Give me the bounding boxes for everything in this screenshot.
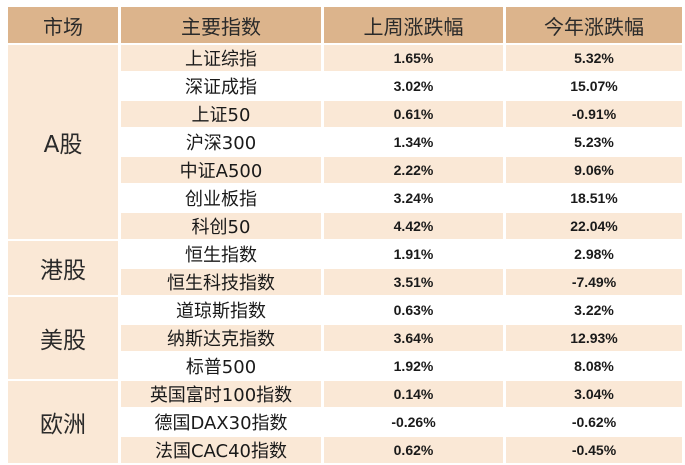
ytd-change-cell: -0.45%: [506, 437, 682, 463]
table-body: A股 上证综指 1.65% 5.32% 深证成指 3.02% 15.07% 上证50 0.61%…: [8, 45, 682, 463]
market-cell: A股: [8, 45, 118, 239]
ytd-change-cell: 12.93%: [506, 325, 682, 351]
week-change-cell: 0.14%: [324, 381, 503, 407]
table-row: 美股 道琼斯指数 0.63% 3.22%: [8, 297, 682, 379]
week-change-cell: 0.63%: [324, 297, 503, 323]
week-change-cell: 4.42%: [324, 213, 503, 239]
week-change-cell: 2.22%: [324, 157, 503, 183]
index-name-cell: 创业板指: [121, 185, 321, 211]
index-performance-table: 市场 主要指数 上周涨跌幅 今年涨跌幅 A股 上证综指 1.65% 5.32% 深证成指…: [5, 5, 685, 465]
table-header: 市场 主要指数 上周涨跌幅 今年涨跌幅: [8, 7, 682, 43]
table-row: 上证50 0.61% -0.91%: [8, 101, 682, 127]
table-row: 标普500 1.92% 8.08%: [8, 353, 682, 379]
index-name-cell: 纳斯达克指数: [121, 325, 321, 351]
index-name-cell: 中证A500: [121, 157, 321, 183]
market-cell: 港股: [8, 241, 118, 295]
week-change-cell: 3.64%: [324, 325, 503, 351]
week-change-cell: 3.24%: [324, 185, 503, 211]
table-row: 德国DAX30指数 -0.26% -0.62%: [8, 409, 682, 435]
week-change-cell: 3.51%: [324, 269, 503, 295]
table-row: 港股 恒生指数 1.91% 2.98%: [8, 241, 682, 295]
header-row: 市场 主要指数 上周涨跌幅 今年涨跌幅: [8, 7, 682, 43]
week-change-cell: 0.61%: [324, 101, 503, 127]
week-change-cell: 0.62%: [324, 437, 503, 463]
ytd-change-cell: 22.04%: [506, 213, 682, 239]
header-index: 主要指数: [121, 7, 321, 43]
table-row: 中证A500 2.22% 9.06%: [8, 157, 682, 183]
ytd-change-cell: 5.23%: [506, 129, 682, 155]
ytd-change-cell: -0.91%: [506, 101, 682, 127]
ytd-change-cell: -0.62%: [506, 409, 682, 435]
index-name-cell: 德国DAX30指数: [121, 409, 321, 435]
ytd-change-cell: 3.22%: [506, 297, 682, 323]
market-cell: 美股: [8, 297, 118, 379]
week-change-cell: 1.92%: [324, 353, 503, 379]
ytd-change-cell: 9.06%: [506, 157, 682, 183]
market-cell: 欧洲: [8, 381, 118, 463]
ytd-change-cell: 2.98%: [506, 241, 682, 267]
index-name-cell: 上证50: [121, 101, 321, 127]
table-row: 深证成指 3.02% 15.07%: [8, 73, 682, 99]
week-change-cell: 1.91%: [324, 241, 503, 267]
ytd-change-cell: 8.08%: [506, 353, 682, 379]
table-row: 沪深300 1.34% 5.23%: [8, 129, 682, 155]
index-table-container: 市场 主要指数 上周涨跌幅 今年涨跌幅 A股 上证综指 1.65% 5.32% 深证成指…: [5, 5, 685, 465]
table-row: 创业板指 3.24% 18.51%: [8, 185, 682, 211]
week-change-cell: 3.02%: [324, 73, 503, 99]
index-name-cell: 英国富时100指数: [121, 381, 321, 407]
index-name-cell: 深证成指: [121, 73, 321, 99]
header-market: 市场: [8, 7, 118, 43]
header-week-change: 上周涨跌幅: [324, 7, 503, 43]
header-ytd-change: 今年涨跌幅: [506, 7, 682, 43]
index-name-cell: 标普500: [121, 353, 321, 379]
week-change-cell: -0.26%: [324, 409, 503, 435]
index-name-cell: 科创50: [121, 213, 321, 239]
table-row: 纳斯达克指数 3.64% 12.93%: [8, 325, 682, 351]
ytd-change-cell: 3.04%: [506, 381, 682, 407]
table-row: 科创50 4.42% 22.04%: [8, 213, 682, 239]
table-row: 恒生科技指数 3.51% -7.49%: [8, 269, 682, 295]
ytd-change-cell: 5.32%: [506, 45, 682, 71]
ytd-change-cell: 15.07%: [506, 73, 682, 99]
index-name-cell: 上证综指: [121, 45, 321, 71]
table-row: 欧洲 英国富时100指数 0.14% 3.04%: [8, 381, 682, 463]
week-change-cell: 1.34%: [324, 129, 503, 155]
week-change-cell: 1.65%: [324, 45, 503, 71]
index-name-cell: 恒生科技指数: [121, 269, 321, 295]
index-name-cell: 恒生指数: [121, 241, 321, 267]
index-name-cell: 道琼斯指数: [121, 297, 321, 323]
table-row: A股 上证综指 1.65% 5.32%: [8, 45, 682, 239]
ytd-change-cell: 18.51%: [506, 185, 682, 211]
ytd-change-cell: -7.49%: [506, 269, 682, 295]
index-name-cell: 法国CAC40指数: [121, 437, 321, 463]
index-name-cell: 沪深300: [121, 129, 321, 155]
